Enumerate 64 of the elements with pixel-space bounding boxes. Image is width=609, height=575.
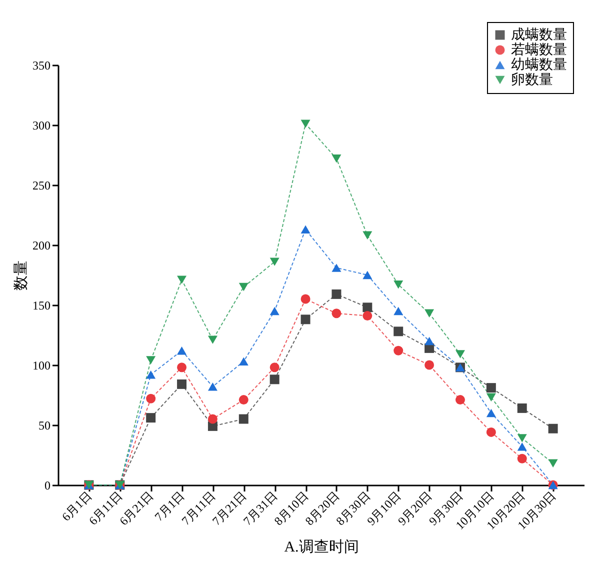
point — [208, 336, 218, 344]
legend-label: 卵数量 — [511, 72, 553, 88]
point — [146, 356, 156, 364]
point — [424, 336, 434, 346]
point — [146, 394, 156, 404]
point — [424, 309, 434, 318]
point — [238, 414, 248, 424]
y-tick-label: 150 — [32, 298, 50, 312]
point — [548, 459, 558, 468]
point — [238, 395, 248, 405]
point — [270, 306, 280, 316]
point — [146, 413, 156, 423]
point — [362, 302, 372, 312]
point — [517, 434, 527, 442]
point — [332, 154, 342, 163]
point — [548, 424, 558, 434]
y-tick-label: 50 — [38, 418, 50, 432]
legend-label: 成螨数量 — [511, 27, 567, 43]
point — [394, 326, 404, 336]
point — [238, 282, 248, 292]
y-tick-label: 200 — [32, 238, 50, 252]
point — [394, 346, 404, 356]
point — [300, 225, 310, 234]
point — [517, 403, 527, 413]
y-axis-title: 数量 — [14, 260, 30, 290]
point — [486, 427, 496, 437]
y-tick-label: 350 — [32, 58, 50, 72]
point — [300, 294, 310, 304]
point — [208, 382, 218, 391]
legend-label: 若螨数量 — [511, 42, 567, 58]
point — [455, 350, 465, 358]
point — [394, 306, 404, 316]
point — [177, 276, 187, 284]
x-axis-title: A.调查时间 — [284, 538, 359, 556]
point — [300, 120, 310, 128]
point — [362, 311, 372, 321]
point — [270, 374, 280, 384]
point — [208, 414, 218, 424]
point — [362, 231, 372, 240]
point — [486, 393, 496, 402]
point — [517, 442, 527, 451]
point — [486, 383, 496, 393]
point — [270, 258, 280, 266]
point — [455, 395, 465, 405]
point — [238, 357, 248, 366]
point — [146, 370, 156, 379]
y-tick-label: 0 — [44, 478, 50, 492]
point — [332, 289, 342, 299]
y-tick-label: 100 — [32, 358, 50, 372]
point — [177, 346, 187, 355]
point — [177, 379, 187, 389]
point — [424, 360, 434, 370]
point — [362, 270, 372, 280]
point — [517, 454, 527, 464]
y-tick-label: 300 — [32, 118, 50, 132]
point — [177, 362, 187, 372]
legend-label: 幼螨数量 — [511, 57, 567, 73]
point — [300, 314, 310, 324]
point — [332, 308, 342, 318]
point — [332, 264, 342, 272]
y-tick-label: 250 — [32, 178, 50, 192]
point — [394, 280, 404, 289]
point — [270, 362, 280, 372]
point — [486, 408, 496, 418]
